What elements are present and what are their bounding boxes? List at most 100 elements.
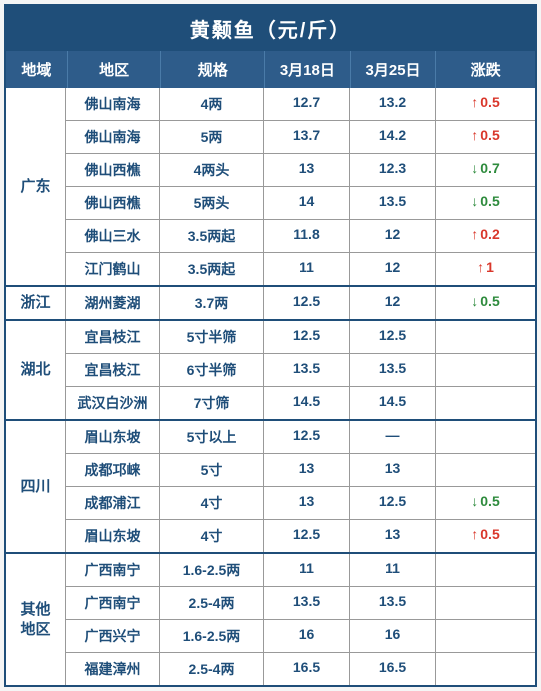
table-row: 佛山西樵4两头1312.3↓0.7 — [66, 154, 535, 187]
cell-date2: 12.5 — [350, 321, 436, 353]
cell-date1: 12.5 — [264, 520, 350, 552]
cell-change — [436, 321, 535, 353]
region-rows: 眉山东坡5寸以上12.5—成都邛崃5寸1313成都浦江4寸1312.5↓0.5眉… — [66, 421, 535, 552]
table-row: 宜昌枝江5寸半筛12.512.5 — [66, 321, 535, 354]
table-row: 广西南宁2.5-4两13.513.5 — [66, 587, 535, 620]
cell-area: 成都邛崃 — [66, 454, 160, 486]
cell-change: ↑0.2 — [436, 220, 535, 252]
cell-spec: 5两 — [160, 121, 264, 153]
cell-spec: 4寸 — [160, 520, 264, 552]
table-body: 广东佛山南海4两12.713.2↑0.5佛山南海5两13.714.2↑0.5佛山… — [6, 88, 535, 685]
cell-area: 宜昌枝江 — [66, 321, 160, 353]
cell-change — [436, 354, 535, 386]
cell-change: ↑0.5 — [436, 88, 535, 120]
col-area: 地区 — [68, 51, 162, 88]
cell-area: 佛山南海 — [66, 88, 160, 120]
cell-area: 佛山三水 — [66, 220, 160, 252]
cell-spec: 1.6-2.5两 — [160, 620, 264, 652]
cell-area: 湖州菱湖 — [66, 287, 160, 319]
region-rows: 佛山南海4两12.713.2↑0.5佛山南海5两13.714.2↑0.5佛山西樵… — [66, 88, 535, 285]
cell-date1: 16 — [264, 620, 350, 652]
table-row: 佛山三水3.5两起11.812↑0.2 — [66, 220, 535, 253]
cell-date2: 14.2 — [350, 121, 436, 153]
cell-area: 广西南宁 — [66, 587, 160, 619]
cell-area: 佛山南海 — [66, 121, 160, 153]
cell-change: ↑1 — [436, 253, 535, 285]
cell-date1: 11.8 — [264, 220, 350, 252]
cell-spec: 5两头 — [160, 187, 264, 219]
col-change: 涨跌 — [436, 51, 535, 88]
col-date2: 3月25日 — [351, 51, 437, 88]
cell-area: 眉山东坡 — [66, 421, 160, 453]
cell-change — [436, 620, 535, 652]
cell-area: 福建漳州 — [66, 653, 160, 685]
table-row: 佛山南海5两13.714.2↑0.5 — [66, 121, 535, 154]
region-rows: 湖州菱湖3.7两12.512↓0.5 — [66, 287, 535, 319]
arrow-up-icon: ↑ — [471, 526, 478, 542]
cell-spec: 4两头 — [160, 154, 264, 186]
cell-spec: 4两 — [160, 88, 264, 120]
table-row: 佛山西樵5两头1413.5↓0.5 — [66, 187, 535, 220]
cell-spec: 6寸半筛 — [160, 354, 264, 386]
cell-spec: 3.5两起 — [160, 253, 264, 285]
table-title: 黄颡鱼（元/斤） — [6, 6, 535, 51]
region-rows: 广西南宁1.6-2.5两1111广西南宁2.5-4两13.513.5广西兴宁1.… — [66, 554, 535, 685]
cell-change: ↓0.5 — [436, 287, 535, 319]
table-row: 宜昌枝江6寸半筛13.513.5 — [66, 354, 535, 387]
cell-date1: 16.5 — [264, 653, 350, 685]
table-row: 眉山东坡5寸以上12.5— — [66, 421, 535, 454]
cell-date2: 13.5 — [350, 187, 436, 219]
cell-date2: 11 — [350, 554, 436, 586]
table-row: 江门鹤山3.5两起1112↑1 — [66, 253, 535, 285]
cell-date1: 14.5 — [264, 387, 350, 419]
cell-date1: 13 — [264, 487, 350, 519]
cell-area: 佛山西樵 — [66, 187, 160, 219]
cell-area: 广西南宁 — [66, 554, 160, 586]
cell-change — [436, 454, 535, 486]
table-row: 成都浦江4寸1312.5↓0.5 — [66, 487, 535, 520]
cell-date2: 14.5 — [350, 387, 436, 419]
region-cell: 其他地区 — [6, 554, 66, 685]
region-rows: 宜昌枝江5寸半筛12.512.5宜昌枝江6寸半筛13.513.5武汉白沙洲7寸筛… — [66, 321, 535, 419]
cell-date1: 12.5 — [264, 421, 350, 453]
cell-date2: 12.3 — [350, 154, 436, 186]
cell-date1: 11 — [264, 253, 350, 285]
table-row: 武汉白沙洲7寸筛14.514.5 — [66, 387, 535, 419]
table-row: 广西兴宁1.6-2.5两1616 — [66, 620, 535, 653]
region-group: 广东佛山南海4两12.713.2↑0.5佛山南海5两13.714.2↑0.5佛山… — [6, 88, 535, 287]
region-group: 浙江湖州菱湖3.7两12.512↓0.5 — [6, 287, 535, 321]
cell-date1: 14 — [264, 187, 350, 219]
cell-date1: 12.7 — [264, 88, 350, 120]
cell-date2: 12.5 — [350, 487, 436, 519]
region-cell: 四川 — [6, 421, 66, 552]
table-row: 湖州菱湖3.7两12.512↓0.5 — [66, 287, 535, 319]
cell-change — [436, 587, 535, 619]
cell-date2: 16.5 — [350, 653, 436, 685]
cell-spec: 5寸半筛 — [160, 321, 264, 353]
cell-change: ↓0.5 — [436, 187, 535, 219]
cell-date1: 13.5 — [264, 587, 350, 619]
col-region: 地域 — [6, 51, 68, 88]
cell-spec: 5寸以上 — [160, 421, 264, 453]
cell-date2: 12 — [350, 287, 436, 319]
arrow-down-icon: ↓ — [471, 160, 478, 176]
arrow-up-icon: ↑ — [471, 127, 478, 143]
cell-change: ↓0.5 — [436, 487, 535, 519]
table-row: 成都邛崃5寸1313 — [66, 454, 535, 487]
arrow-down-icon: ↓ — [471, 193, 478, 209]
arrow-up-icon: ↑ — [471, 94, 478, 110]
cell-area: 成都浦江 — [66, 487, 160, 519]
cell-date1: 13.7 — [264, 121, 350, 153]
cell-spec: 2.5-4两 — [160, 587, 264, 619]
cell-spec: 7寸筛 — [160, 387, 264, 419]
cell-date2: 13.5 — [350, 587, 436, 619]
cell-spec: 3.7两 — [160, 287, 264, 319]
price-table: 黄颡鱼（元/斤） 地域 地区 规格 3月18日 3月25日 涨跌 广东佛山南海4… — [4, 4, 537, 687]
cell-change — [436, 653, 535, 685]
cell-change — [436, 554, 535, 586]
cell-change — [436, 387, 535, 419]
region-cell: 湖北 — [6, 321, 66, 419]
region-group: 湖北宜昌枝江5寸半筛12.512.5宜昌枝江6寸半筛13.513.5武汉白沙洲7… — [6, 321, 535, 421]
col-date1: 3月18日 — [265, 51, 351, 88]
cell-date2: 13.5 — [350, 354, 436, 386]
